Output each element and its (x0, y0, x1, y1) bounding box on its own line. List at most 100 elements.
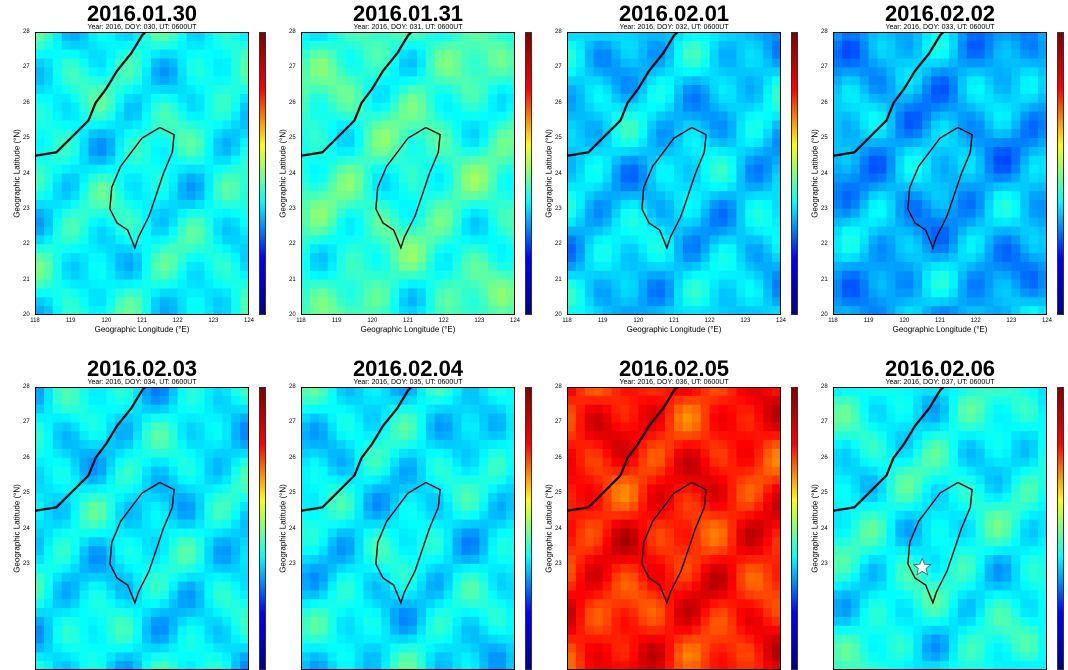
heatmap-cell (506, 271, 515, 280)
heatmap-cell (240, 537, 249, 546)
x-tick-label: 124 (775, 318, 787, 324)
heatmap-cell (399, 50, 408, 59)
heatmap-cell (328, 555, 337, 564)
heatmap-cell (506, 626, 515, 635)
heatmap-cell (462, 280, 471, 289)
heatmap-cell (97, 555, 106, 564)
heatmap-cell (426, 112, 435, 121)
heatmap-cell (656, 209, 665, 218)
heatmap-cell (35, 608, 44, 617)
heatmap-cell (994, 112, 1003, 121)
heatmap-cell (115, 94, 124, 103)
heatmap-cell (585, 253, 594, 262)
heatmap-cell (363, 573, 372, 582)
heatmap-cell (355, 85, 364, 94)
heatmap-cell (178, 59, 187, 68)
heatmap-cell (612, 253, 621, 262)
heatmap-cell (106, 280, 115, 289)
heatmap-cell (470, 280, 479, 289)
heatmap-cell (506, 174, 515, 183)
heatmap-cell (674, 297, 683, 306)
heatmap-cell (372, 405, 381, 414)
heatmap-cell (994, 103, 1003, 112)
heatmap-cell (904, 271, 913, 280)
heatmap-cell (763, 138, 772, 147)
heatmap-cell (736, 147, 745, 156)
heatmap-cell (381, 467, 390, 476)
heatmap-cell (869, 271, 878, 280)
heatmap-cell (629, 288, 638, 297)
heatmap-cell (887, 235, 896, 244)
heatmap-cell (497, 244, 506, 253)
heatmap-cell (204, 431, 213, 440)
heatmap-cell (301, 218, 310, 227)
heatmap-cell (444, 218, 453, 227)
heatmap-cell (621, 440, 630, 449)
heatmap-cell (470, 458, 479, 467)
heatmap-cell (310, 253, 319, 262)
heatmap-cell (435, 396, 444, 405)
heatmap-cell (931, 85, 940, 94)
heatmap-cell (363, 129, 372, 138)
heatmap-cell (53, 41, 62, 50)
heatmap-cell (142, 520, 151, 529)
heatmap-cell (363, 608, 372, 617)
heatmap-cell (444, 529, 453, 538)
heatmap-cell (53, 227, 62, 236)
heatmap-cell (444, 41, 453, 50)
heatmap-cell (683, 165, 692, 174)
heatmap-cell (1002, 147, 1011, 156)
heatmap-cell (417, 449, 426, 458)
heatmap-cell (178, 608, 187, 617)
heatmap-cell (204, 626, 213, 635)
heatmap-cell (240, 493, 249, 502)
heatmap-cell (683, 271, 692, 280)
heatmap-cell (621, 546, 630, 555)
heatmap-cell (124, 191, 133, 200)
heatmap-cell (656, 271, 665, 280)
heatmap-cell (97, 608, 106, 617)
heatmap-cell (319, 617, 328, 626)
y-tick-label: 27 (23, 64, 30, 70)
heatmap-cell (1020, 138, 1029, 147)
heatmap-cell (53, 617, 62, 626)
heatmap-cell (479, 165, 488, 174)
heatmap-cell (301, 564, 310, 573)
heatmap-cell (931, 76, 940, 85)
heatmap-cell (204, 511, 213, 520)
heatmap-cell (683, 85, 692, 94)
heatmap-cell (169, 288, 178, 297)
heatmap-cell (160, 41, 169, 50)
heatmap-cell (62, 422, 71, 431)
heatmap-cell (187, 85, 196, 94)
heatmap-cell (1002, 138, 1011, 147)
heatmap-cell (80, 617, 89, 626)
heatmap-cell (44, 396, 53, 405)
heatmap-cell (656, 120, 665, 129)
heatmap-cell (994, 227, 1003, 236)
heatmap-cell (728, 76, 737, 85)
heatmap-cell (585, 288, 594, 297)
heatmap-cell (506, 405, 515, 414)
heatmap-cell (363, 191, 372, 200)
heatmap-cell (372, 103, 381, 112)
heatmap-cell (35, 280, 44, 289)
heatmap-cell (80, 564, 89, 573)
heatmap-cell (133, 209, 142, 218)
y-tick-label: 25 (555, 490, 562, 496)
heatmap-cell (178, 582, 187, 591)
heatmap-cell (594, 555, 603, 564)
heatmap-cell (328, 288, 337, 297)
heatmap-cell (231, 76, 240, 85)
heatmap-cell (89, 599, 98, 608)
heatmap-cell (187, 41, 196, 50)
heatmap-cell (363, 484, 372, 493)
heatmap-cell (71, 573, 80, 582)
heatmap-cell (913, 94, 922, 103)
heatmap-cell (976, 253, 985, 262)
heatmap-cell (435, 626, 444, 635)
heatmap-cell (363, 564, 372, 573)
heatmap-cell (115, 475, 124, 484)
heatmap-cell (142, 440, 151, 449)
heatmap-cell (213, 661, 222, 670)
